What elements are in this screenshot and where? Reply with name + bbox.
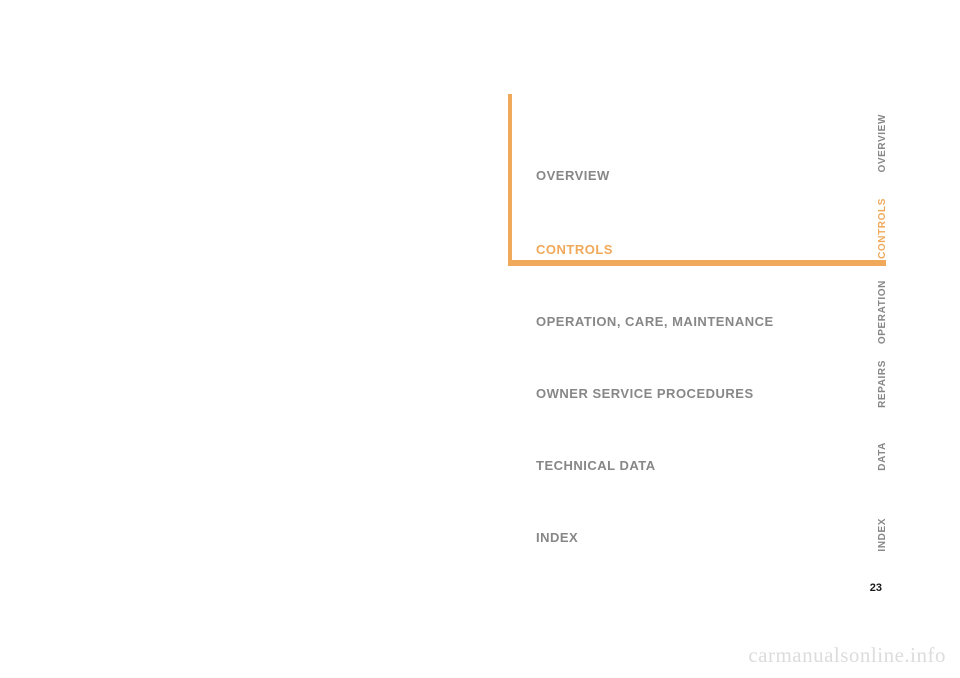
tab-repairs: REPAIRS [877,360,888,408]
tab-overview: OVERVIEW [877,114,888,173]
section-controls: CONTROLS [536,242,613,257]
accent-bar-horizontal [508,260,886,266]
watermark: carmanualsonline.info [748,643,946,668]
page-number: 23 [870,582,882,594]
section-overview: OVERVIEW [536,168,610,183]
accent-bar-vertical [508,94,512,264]
section-index: INDEX [536,530,578,545]
manual-section-divider: OVERVIEW CONTROLS OPERATION, CARE, MAINT… [508,94,888,594]
section-technical-data: TECHNICAL DATA [536,458,656,473]
tab-index: INDEX [877,518,888,552]
section-owner-service: OWNER SERVICE PROCEDURES [536,386,754,401]
tab-controls: CONTROLS [877,198,888,259]
section-operation: OPERATION, CARE, MAINTENANCE [536,314,774,329]
tab-operation: OPERATION [877,280,888,344]
tab-data: DATA [877,442,888,471]
